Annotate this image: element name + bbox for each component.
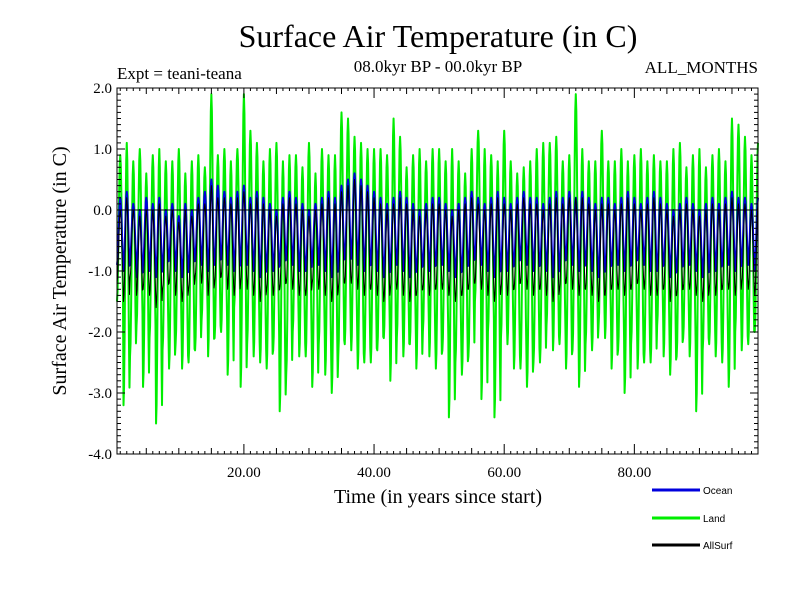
y-axis-label: Surface Air Temperature (in C) (49, 146, 71, 395)
tick-layer: -4.0 -3.0 -2.0 -1.0 0.0 1.0 2.0 20.00 40.00 60.00… (88, 81, 759, 481)
series-line-allsurf (116, 179, 759, 309)
y-tick-label: -1.0 (88, 264, 112, 280)
x-tick-label: 80.00 (617, 465, 651, 481)
series-layer (116, 93, 759, 425)
x-tick-label: 40.00 (357, 465, 391, 481)
legend-label-allsurf: AllSurf (703, 541, 733, 552)
legend-label-land: Land (703, 514, 725, 525)
x-axis-label: Time (in years since start) (334, 486, 542, 508)
y-tick-label: -2.0 (88, 325, 112, 341)
y-tick-label: 2.0 (93, 81, 112, 97)
legend-label-ocean: Ocean (703, 486, 732, 497)
x-tick-label: 60.00 (487, 465, 521, 481)
y-tick-label: 0.0 (93, 203, 112, 219)
months-label: ALL_MONTHS (645, 58, 758, 77)
y-tick-label: -3.0 (88, 386, 112, 402)
chart-title: Surface Air Temperature (in C) (239, 18, 638, 54)
legend: Ocean Land AllSurf (652, 486, 733, 552)
y-tick-label: 1.0 (93, 142, 112, 158)
experiment-label: Expt = teani-teana (117, 64, 242, 83)
period-label: 08.0kyr BP - 00.0kyr BP (354, 57, 522, 76)
x-tick-label: 20.00 (227, 465, 261, 481)
plot-area: -4.0 -3.0 -2.0 -1.0 0.0 1.0 2.0 20.00 40.00 60.00… (88, 81, 759, 481)
y-tick-label: -4.0 (88, 447, 112, 463)
